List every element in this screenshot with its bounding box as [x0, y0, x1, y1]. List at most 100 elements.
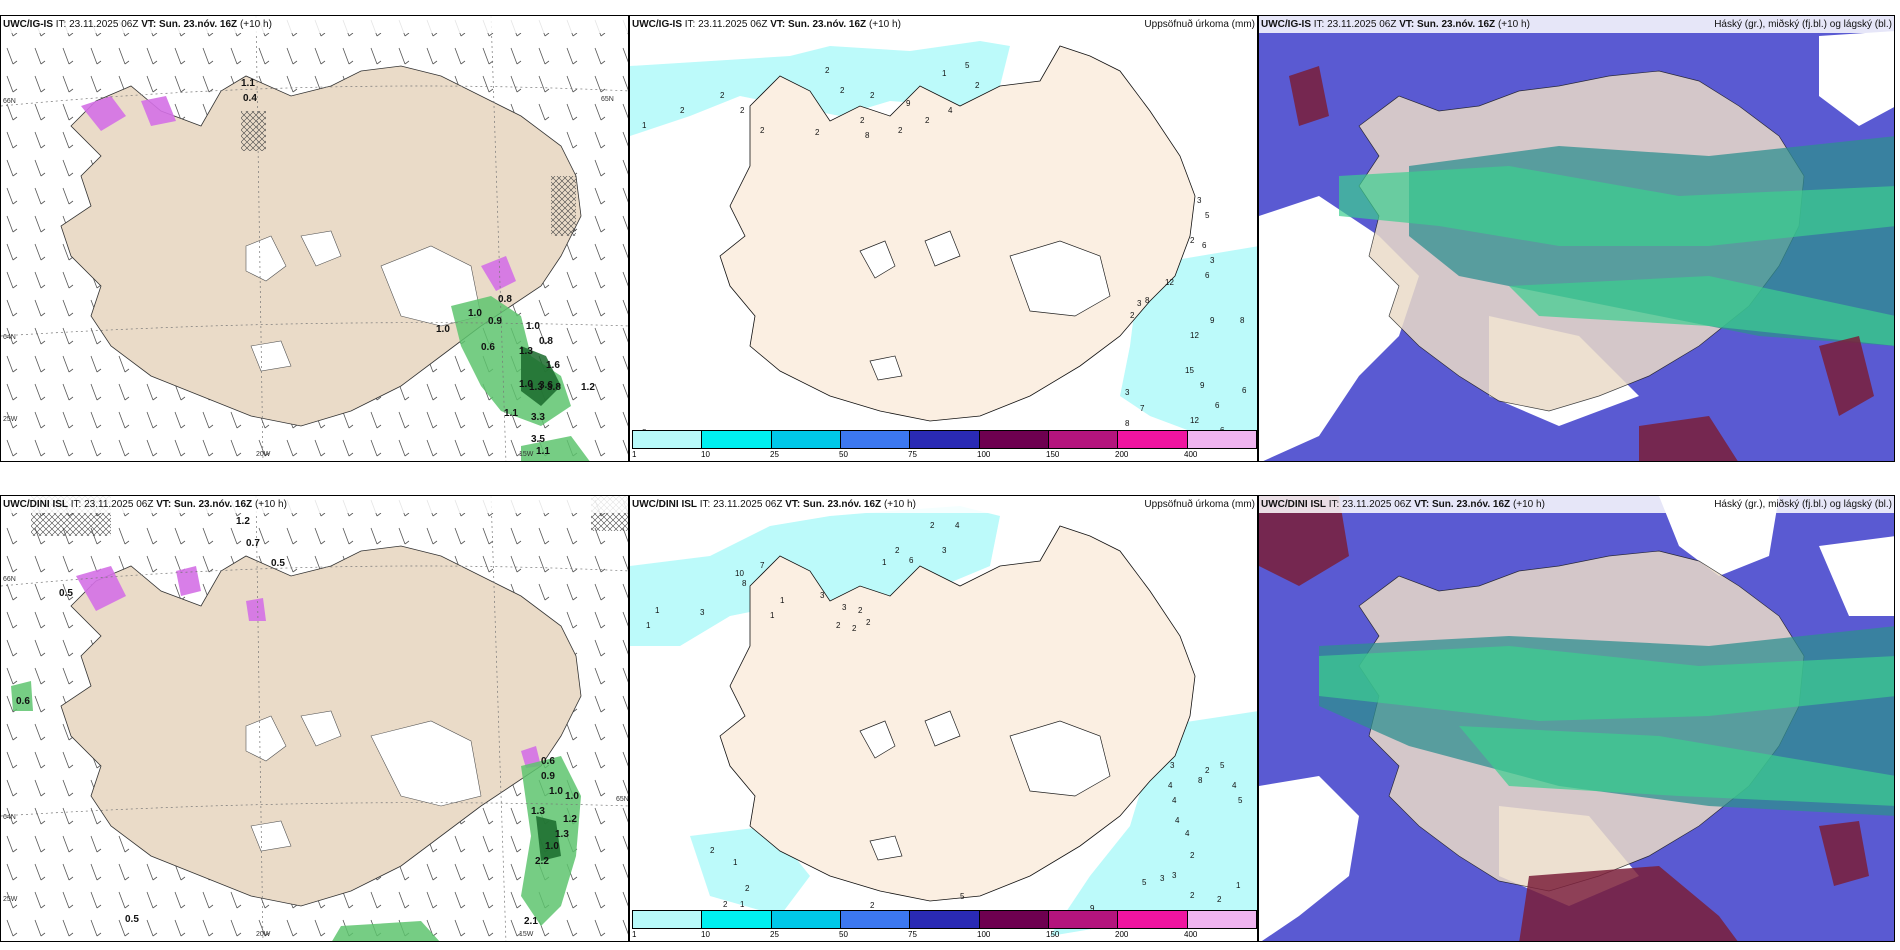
valid-time: VT: Sun. 23.nóv. 16Z — [156, 499, 253, 510]
init-time: IT: 23.11.2025 06Z — [699, 499, 783, 510]
precip-value: 1.3 — [531, 806, 545, 817]
precip-number: 7 — [760, 561, 765, 570]
precip-value: 3.8 — [547, 382, 561, 393]
iceland-land — [719, 525, 1196, 902]
precip-number: 2 — [895, 546, 900, 555]
precip-number: 5 — [1142, 878, 1147, 887]
precip-number: 4 — [1232, 781, 1237, 790]
precip-colorbar — [632, 910, 1257, 929]
precip-number: 4 — [948, 106, 953, 115]
precip-number: 2 — [680, 106, 685, 115]
precip-number: 4 — [1168, 781, 1173, 790]
colorbar-tick: 100 — [977, 930, 991, 939]
bottom-wind-map-panel: UWC/DINI ISL IT: 23.11.2025 06Z VT: Sun.… — [0, 495, 629, 942]
init-time: IT: 23.11.2025 06Z — [1328, 499, 1412, 510]
snow-precip — [81, 96, 516, 291]
precip-number: 2 — [840, 86, 845, 95]
colorbar-swatch — [910, 431, 980, 448]
hatched-area — [241, 111, 266, 151]
valid-time: VT: Sun. 23.nóv. 16Z — [1399, 19, 1496, 30]
precip-number: 2 — [825, 66, 830, 75]
precip-number: 3 — [820, 591, 825, 600]
bottom-precip-map-panel: UWC/DINI ISL IT: 23.11.2025 06Z VT: Sun.… — [629, 495, 1258, 942]
precip-number: 2 — [1205, 766, 1210, 775]
precip-number: 9 — [1090, 904, 1095, 913]
lead-time: (+10 h) — [868, 19, 901, 30]
precip-number: 8 — [865, 131, 870, 140]
colorbar-tick: 50 — [839, 930, 848, 939]
colorbar-tick: 400 — [1184, 930, 1198, 939]
precip-value: 0.5 — [125, 914, 139, 925]
precip-number: 3 — [1160, 874, 1165, 883]
precip-number: 6 — [1202, 241, 1207, 250]
map-title: Háský (gr.), miðský (fj.bl.) og lágský (… — [1714, 19, 1892, 30]
precip-number: 3 — [700, 608, 705, 617]
precip-value: 0.9 — [488, 316, 502, 327]
precip-number: 2 — [925, 116, 930, 125]
precip-number: 6 — [1215, 401, 1220, 410]
model-label: UWC/IG-IS — [3, 19, 53, 30]
model-label: UWC/IG-IS — [632, 19, 682, 30]
panel-header: UWC/IG-IS IT: 23.11.2025 06Z VT: Sun. 23… — [630, 16, 1257, 33]
colorbar-tick: 75 — [908, 930, 917, 939]
heavy-rain-core — [521, 346, 561, 406]
precip-number: 1 — [942, 69, 947, 78]
precip-number: 6 — [1242, 386, 1247, 395]
precip-number: 2 — [720, 91, 725, 100]
precip-number: 9 — [906, 99, 911, 108]
precip-value: 1.2 — [563, 814, 577, 825]
precip-value: 1.3 — [529, 382, 543, 393]
panel-header: UWC/IG-IS IT: 23.11.2025 06Z VT: Sun. 23… — [1259, 16, 1894, 33]
lat-label: 64N — [3, 334, 16, 341]
precip-value: 1.3 — [519, 346, 533, 357]
precip-number: 2 — [710, 846, 715, 855]
precip-value: 3.3 — [531, 412, 545, 423]
precip-number: 12 — [1190, 331, 1199, 340]
valid-time: VT: Sun. 23.nóv. 16Z — [785, 499, 882, 510]
precip-number: 2 — [745, 884, 750, 893]
rain-precip — [451, 296, 590, 461]
precip-number: 2 — [760, 126, 765, 135]
precip-value: 1.6 — [546, 360, 560, 371]
precip-number: 2 — [723, 900, 728, 909]
bottom-cloud-map-panel: UWC/DINI ISL IT: 23.11.2025 06Z VT: Sun.… — [1258, 495, 1895, 942]
precip-value: 1.2 — [581, 382, 595, 393]
colorbar-ticks: 1 10 25 50 75 100 150 200 400 — [632, 930, 1255, 940]
precip-number: 3 — [1210, 256, 1215, 265]
init-time: IT: 23.11.2025 06Z — [55, 19, 139, 30]
wind-map-canvas — [1, 496, 628, 941]
glacier-areas — [245, 710, 482, 852]
precip-value: 0.6 — [481, 342, 495, 353]
precip-value: 1.0 — [526, 321, 540, 332]
colorbar-tick: 200 — [1115, 930, 1129, 939]
colorbar-tick: 1 — [632, 450, 637, 459]
model-label: UWC/DINI ISL — [632, 499, 697, 510]
precip-number: 2 — [852, 624, 857, 633]
lat-label: 66N — [3, 98, 16, 105]
colorbar-ticks: 1 10 25 50 75 100 150 200 400 — [632, 450, 1255, 460]
precip-number: 1 — [770, 611, 775, 620]
precip-number: 15 — [1185, 366, 1194, 375]
precip-number: 2 — [898, 126, 903, 135]
precip-number: 2 — [1190, 236, 1195, 245]
init-time: IT: 23.11.2025 06Z — [684, 19, 768, 30]
wind-map-canvas — [1, 16, 628, 461]
precip-number: 8 — [1198, 776, 1203, 785]
colorbar-tick: 25 — [770, 930, 779, 939]
valid-time: VT: Sun. 23.nóv. 16Z — [1414, 499, 1511, 510]
lat-label: 65N — [601, 96, 614, 103]
colorbar-swatch — [1187, 431, 1256, 448]
precip-number: 2 — [836, 621, 841, 630]
precip-value: 2.1 — [524, 916, 538, 927]
model-label: UWC/DINI ISL — [3, 499, 68, 510]
hatched-area-east — [551, 176, 576, 236]
precip-number: 3 — [842, 603, 847, 612]
colorbar-swatch — [979, 911, 1049, 928]
colorbar-swatch — [840, 911, 911, 928]
lon-label: 15W — [519, 451, 534, 458]
precip-number: 1 — [646, 621, 651, 630]
cloud-map-canvas — [1259, 496, 1894, 941]
precip-value: 1.0 — [468, 308, 482, 319]
precip-number: 2 — [1217, 895, 1222, 904]
edge-label: 25W — [3, 896, 18, 903]
